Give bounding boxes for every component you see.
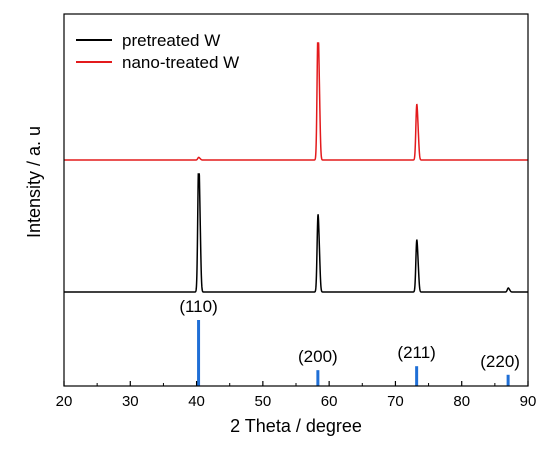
reference-group: (110) (200) (211) (220)	[179, 297, 520, 386]
x-axis: 20 30 40 50 60 70 80 90	[56, 381, 537, 410]
x-tick-label: 20	[56, 393, 73, 410]
x-tick-label: 80	[453, 393, 470, 410]
legend-label: nano-treated W	[122, 53, 239, 72]
x-tick-label: 40	[188, 393, 205, 410]
x-tick-label: 70	[387, 393, 404, 410]
y-axis-label: Intensity / a. u	[24, 126, 44, 238]
x-axis-label: 2 Theta / degree	[230, 416, 362, 436]
legend-label: pretreated W	[122, 31, 220, 50]
reference-peak-label: (220)	[480, 352, 520, 371]
x-tick-label: 90	[520, 393, 537, 410]
x-tick-label: 50	[255, 393, 272, 410]
legend: pretreated W nano-treated W	[76, 31, 239, 72]
reference-peak-label: (200)	[298, 347, 338, 366]
series-line-nano-treated	[64, 42, 528, 161]
reference-peak-label: (110)	[179, 297, 217, 316]
series-line-pretreated	[64, 173, 528, 293]
x-tick-label: 60	[321, 393, 338, 410]
trace-group	[64, 42, 528, 293]
x-tick-label: 30	[122, 393, 139, 410]
reference-peak-label: (211)	[397, 343, 435, 362]
